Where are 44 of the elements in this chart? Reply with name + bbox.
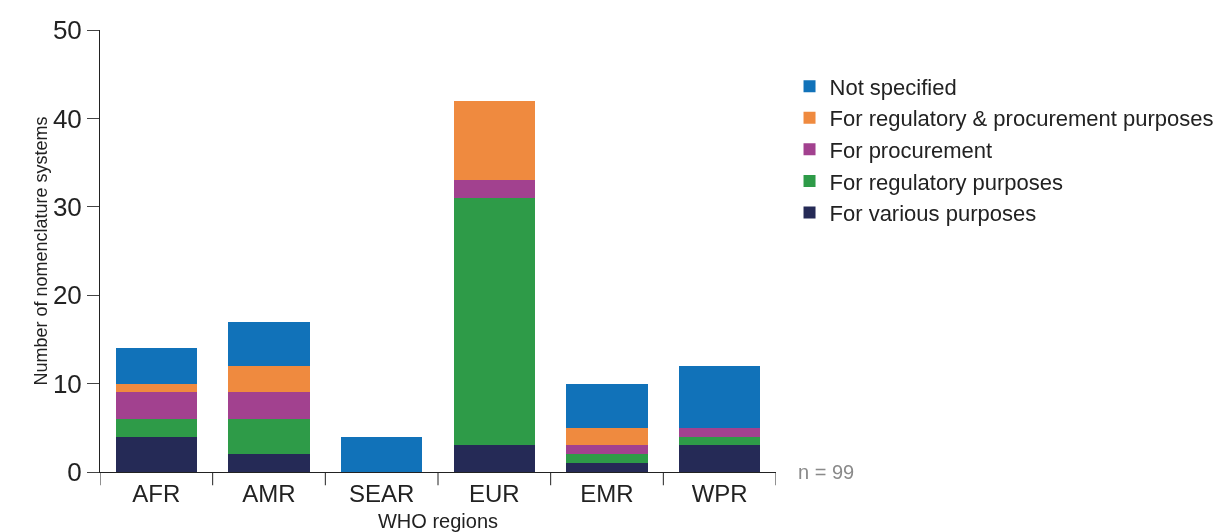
- bar: [115, 392, 197, 419]
- bar: [115, 383, 197, 393]
- y-tick-label: 10: [52, 368, 82, 399]
- bar: [566, 427, 648, 446]
- bar: [453, 180, 535, 198]
- bar: [341, 436, 423, 472]
- y-tick-label: 20: [52, 280, 82, 311]
- bar: [566, 445, 648, 455]
- bar: [228, 454, 310, 472]
- y-tick-label: 50: [52, 15, 82, 46]
- bar: [679, 436, 761, 446]
- x-tick-label: SEAR: [348, 479, 415, 507]
- legend-label: For procurement: [829, 137, 993, 163]
- legend-label: For regulatory & procurement purposes: [829, 106, 1214, 132]
- legend-label: For regulatory purposes: [829, 169, 1064, 195]
- bar: [228, 365, 310, 393]
- bar: [679, 365, 761, 428]
- bar: [566, 463, 648, 472]
- x-tick-label: AMR: [242, 479, 296, 507]
- bar: [115, 348, 197, 384]
- bar: [228, 321, 310, 366]
- bar: [228, 418, 310, 455]
- bar: [453, 445, 535, 472]
- x-tick-label: EUR: [468, 479, 520, 507]
- bar: [453, 100, 535, 181]
- x-tick-label: AFR: [132, 479, 181, 507]
- bar: [453, 197, 535, 446]
- bar: [115, 436, 197, 472]
- bar: [566, 383, 648, 428]
- legend-label: Not specified: [829, 74, 957, 100]
- y-tick-label: 40: [52, 103, 82, 134]
- y-axis-title: Number of nomenclature systems: [30, 116, 51, 386]
- bar: [566, 454, 648, 464]
- bar: [679, 427, 761, 437]
- bar: [228, 392, 310, 419]
- text: n = 99: [798, 461, 855, 483]
- bar: [115, 418, 197, 437]
- x-tick-label: WPR: [691, 479, 748, 507]
- legend-label: For various purposes: [829, 201, 1037, 227]
- bar: [679, 445, 761, 472]
- y-tick-label: 30: [52, 191, 82, 222]
- x-axis-title: WHO regions: [377, 510, 499, 532]
- x-tick-label: EMR: [580, 479, 634, 507]
- y-tick-label: 0: [67, 457, 82, 488]
